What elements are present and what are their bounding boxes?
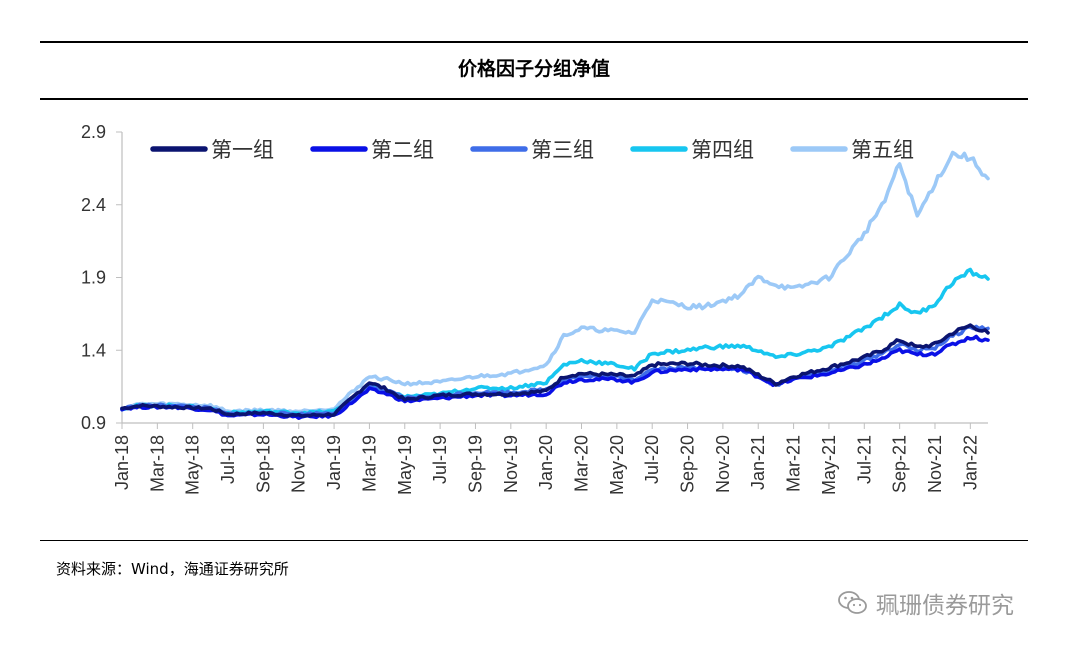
x-tick-label: Nov-18	[289, 435, 309, 493]
x-tick-label: Mar-18	[147, 435, 167, 492]
x-tick-label: Jan-19	[324, 435, 344, 490]
y-tick-label: 1.9	[81, 268, 106, 288]
y-tick-label: 2.9	[81, 122, 106, 142]
x-tick-label: Mar-19	[359, 435, 379, 492]
y-tick-label: 0.9	[81, 413, 106, 433]
legend-label-1: 第一组	[211, 138, 274, 162]
series-line-1	[120, 323, 990, 418]
x-tick-label: Jan-21	[748, 435, 768, 490]
x-tick-label: Sep-21	[890, 435, 910, 493]
wechat-icon	[838, 591, 867, 614]
watermark-text: 珮珊债券研究	[876, 593, 1014, 619]
page-title: 价格因子分组净值	[457, 58, 610, 80]
x-tick-label: Sep-20	[678, 435, 698, 493]
chart-legend: 第一组 第二组 第三组 第四组 第五组	[150, 138, 914, 162]
source-rule	[40, 540, 1028, 541]
series-line-4	[120, 267, 990, 416]
y-tick-label: 1.4	[81, 340, 106, 360]
x-tick-label: Jan-18	[112, 435, 132, 490]
x-tick-label: Nov-20	[713, 435, 733, 493]
legend-label-4: 第四组	[691, 138, 754, 162]
x-tick-label: Nov-21	[925, 435, 945, 493]
x-tick-label: Jan-22	[960, 435, 980, 490]
x-tick-label: Nov-19	[501, 435, 521, 493]
x-tick-label: Mar-20	[572, 435, 592, 492]
x-tick-label: May-18	[183, 435, 203, 495]
x-tick-label: Jan-20	[536, 435, 556, 490]
top-rule	[40, 41, 1028, 43]
x-tick-label: Sep-19	[465, 435, 485, 493]
x-tick-label: Jul-20	[642, 435, 662, 484]
x-tick-label: May-20	[607, 435, 627, 495]
x-tick-label: Sep-18	[253, 435, 273, 493]
x-tick-label: Mar-21	[784, 435, 804, 492]
x-tick-label: Jul-18	[218, 435, 238, 484]
chart-axes: 0.9 1.4 1.9 2.4 2.9 Jan-18 Mar-18 May-18 Jul-18 S…	[81, 122, 988, 495]
legend-label-2: 第二组	[371, 138, 434, 162]
watermark: 珮珊债券研究	[838, 586, 1014, 620]
legend-label-3: 第三组	[531, 138, 594, 162]
source-note: 资料来源：Wind，海通证券研究所	[56, 560, 289, 578]
x-tick-label: Jul-19	[430, 435, 450, 484]
x-tick-label: May-21	[819, 435, 839, 495]
chart-series	[120, 150, 990, 421]
title-rule	[40, 98, 1028, 100]
x-tick-label: Jul-21	[854, 435, 874, 484]
x-tick-label: May-19	[395, 435, 415, 495]
legend-label-5: 第五组	[851, 138, 914, 162]
chart: 0.9 1.4 1.9 2.4 2.9 Jan-18 Mar-18 May-18 Jul-18 S…	[81, 122, 990, 495]
y-tick-label: 2.4	[81, 195, 106, 215]
